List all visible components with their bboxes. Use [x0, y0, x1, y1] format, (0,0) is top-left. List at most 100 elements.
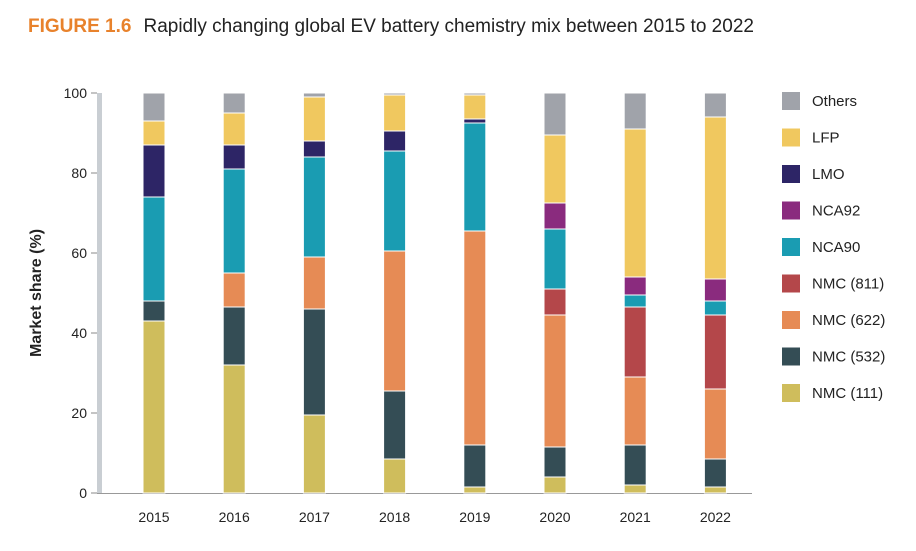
legend-label: NMC (622) — [812, 312, 885, 329]
legend-swatch — [782, 201, 800, 220]
figure-caption: Rapidly changing global EV battery chemi… — [143, 16, 754, 37]
legend-swatch — [782, 165, 800, 183]
bar-segment — [543, 92, 567, 136]
x-tick-label: 2016 — [219, 509, 250, 525]
bar-segment — [142, 196, 166, 302]
legend-swatch — [782, 128, 800, 147]
legend-label: NCA90 — [812, 239, 860, 256]
x-tick-label: 2019 — [459, 509, 490, 525]
bar-segment — [222, 144, 246, 170]
legend: Others LFP LMO NCA92 NCA90 NMC (811) NMC (622)… — [782, 92, 885, 402]
bar-segment — [543, 134, 567, 204]
bar-segment — [703, 314, 727, 390]
bar-segment — [543, 288, 567, 316]
bar-segment — [302, 308, 326, 416]
y-tick-label: 0 — [79, 485, 87, 501]
bar-segment — [222, 112, 246, 146]
legend-label: LMO — [812, 166, 845, 183]
x-tick-label: 2018 — [379, 509, 410, 525]
figure-title: FIGURE 1.6 Rapidly changing global EV bat… — [28, 16, 754, 38]
bar-segment — [623, 444, 647, 486]
bar-segment — [302, 414, 326, 494]
bar-segment — [302, 156, 326, 258]
x-axis: 2015 2016 2017 2018 2019 2020 2021 2022 — [97, 493, 752, 525]
bar-segment — [623, 294, 647, 308]
bar-segment — [302, 256, 326, 310]
bar-segment — [302, 92, 326, 98]
bar-segment — [302, 140, 326, 158]
bar-segment — [142, 320, 166, 494]
bar-segment — [463, 92, 487, 96]
bar-segment — [623, 276, 647, 296]
bar-segment — [543, 446, 567, 478]
legend-label: LFP — [812, 130, 840, 147]
bar-segment — [703, 278, 727, 302]
bar-segment — [383, 94, 407, 132]
bar-segment — [623, 376, 647, 446]
bar-segment — [142, 300, 166, 322]
bar-segment — [383, 250, 407, 392]
y-tick-label: 40 — [71, 325, 87, 341]
legend-swatch — [782, 274, 800, 293]
bars — [142, 92, 727, 494]
bar-segment — [222, 272, 246, 308]
bar-segment — [623, 92, 647, 130]
bar-segment — [623, 128, 647, 278]
x-tick-label: 2020 — [539, 509, 570, 525]
bar-segment — [623, 484, 647, 494]
bar-segment — [463, 122, 487, 232]
bar-segment — [142, 92, 166, 122]
bar-segment — [703, 116, 727, 280]
y-tick-label: 80 — [71, 165, 87, 181]
bar-segment — [703, 388, 727, 460]
x-tick-label: 2022 — [700, 509, 731, 525]
bar-segment — [383, 150, 407, 252]
bar-segment — [383, 458, 407, 494]
bar-segment — [142, 120, 166, 146]
legend-label: NMC (111) — [812, 385, 883, 402]
y-axis-label: Market share (%) — [28, 229, 45, 357]
y-axis: 0 20 40 60 80 100 Market share (%) — [28, 85, 102, 501]
figure-label: FIGURE 1.6 — [28, 16, 132, 37]
x-tick-label: 2021 — [620, 509, 651, 525]
x-tick-label: 2017 — [299, 509, 330, 525]
legend-swatch — [782, 347, 800, 366]
legend-swatch — [782, 384, 800, 402]
bar-segment — [703, 300, 727, 316]
legend-label: Others — [812, 93, 857, 110]
bar-segment — [463, 444, 487, 488]
bar-segment — [543, 314, 567, 448]
bar-segment — [383, 92, 407, 96]
bar-segment — [383, 130, 407, 152]
legend-label: NMC (532) — [812, 349, 885, 366]
bar-segment — [222, 168, 246, 274]
bar-segment — [703, 458, 727, 488]
y-axis-line — [97, 93, 102, 493]
bar-segment — [703, 486, 727, 494]
bar-segment — [543, 476, 567, 494]
legend-swatch — [782, 92, 800, 110]
legend-label: NMC (811) — [812, 276, 884, 293]
bar-segment — [463, 118, 487, 124]
bar-segment — [703, 92, 727, 118]
x-tick-label: 2015 — [138, 509, 169, 525]
y-tick-label: 60 — [71, 245, 87, 261]
bar-segment — [463, 94, 487, 120]
bar-segment — [463, 230, 487, 446]
bar-segment — [222, 306, 246, 366]
bar-segment — [543, 228, 567, 290]
y-tick-label: 100 — [64, 85, 88, 101]
legend-label: NCA92 — [812, 203, 860, 220]
y-tick-label: 20 — [71, 405, 87, 421]
bar-segment — [302, 96, 326, 142]
bar-segment — [463, 486, 487, 494]
bar-segment — [383, 390, 407, 460]
bar-segment — [543, 202, 567, 230]
legend-swatch — [782, 238, 800, 256]
bar-segment — [623, 306, 647, 378]
bar-segment — [222, 92, 246, 114]
legend-swatch — [782, 311, 800, 329]
bar-segment — [222, 364, 246, 494]
bar-segment — [142, 144, 166, 198]
